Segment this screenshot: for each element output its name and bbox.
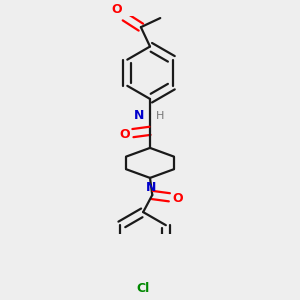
Text: O: O: [112, 3, 122, 16]
Text: N: N: [146, 181, 156, 194]
Text: O: O: [172, 192, 183, 205]
Text: H: H: [156, 111, 164, 121]
Text: Cl: Cl: [136, 282, 150, 295]
Text: N: N: [134, 109, 144, 122]
Text: O: O: [120, 128, 130, 141]
